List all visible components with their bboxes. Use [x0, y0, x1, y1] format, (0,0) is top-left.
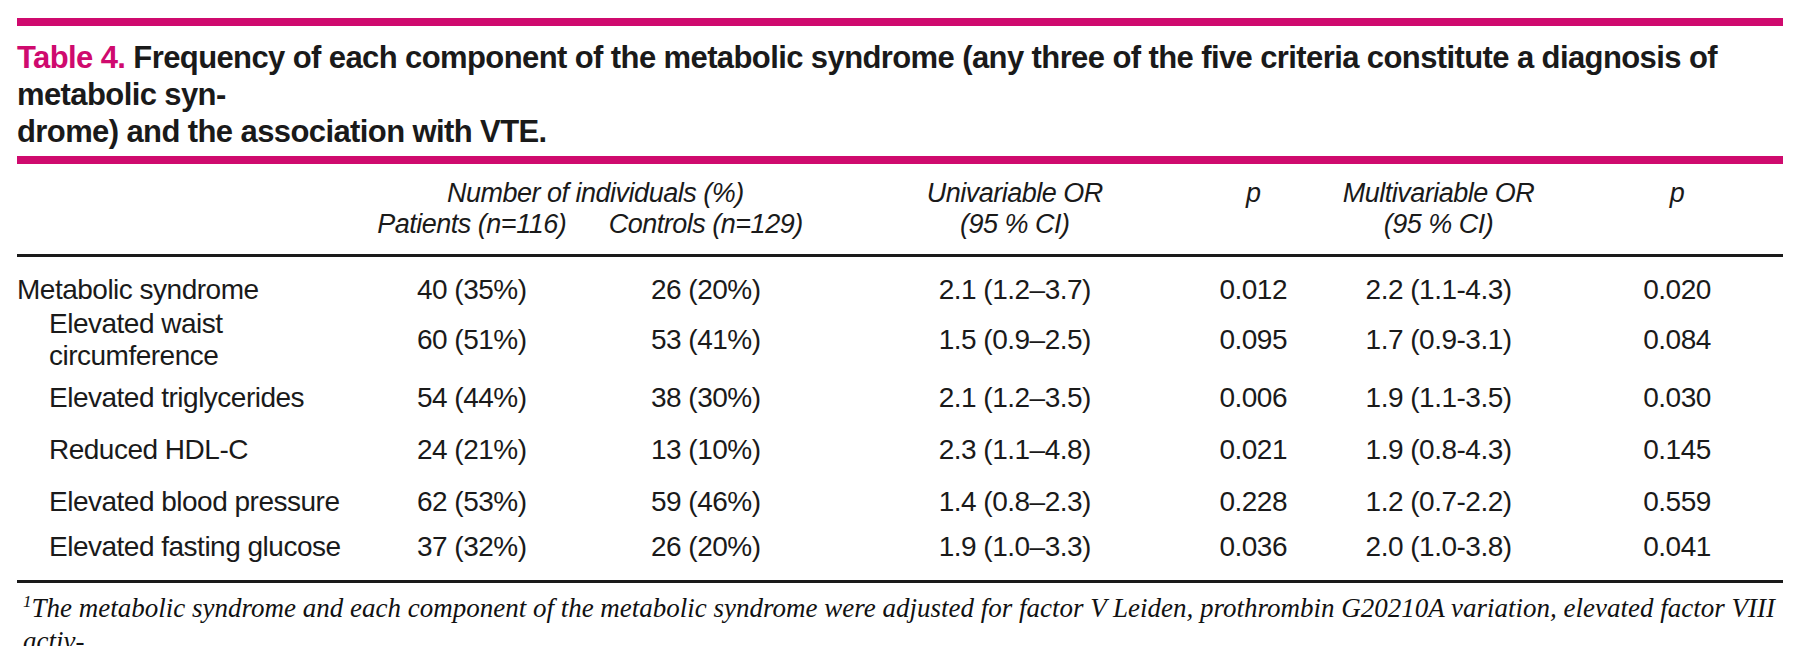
- metabolic-syndrome-table: Number of individuals (%) Univariable OR…: [17, 164, 1783, 580]
- cell-patients: 40 (35%): [361, 256, 582, 308]
- cell-controls: 59 (46%): [582, 476, 829, 528]
- header-row-sub: Patients (n=116) Controls (n=129) (95 % …: [17, 209, 1783, 256]
- table-row: Elevated triglycerides 54 (44%) 38 (30%)…: [17, 372, 1783, 424]
- footnote-marker: 1: [23, 592, 32, 611]
- row-label: Elevated fasting glucose: [17, 528, 361, 580]
- footnote-section: 1The metabolic syndrome and each compone…: [17, 580, 1783, 646]
- table-title: Table 4. Frequency of each component of …: [17, 39, 1783, 150]
- cell-p-multivariable: 0.041: [1571, 528, 1783, 580]
- cell-p-multivariable: 0.030: [1571, 372, 1783, 424]
- cell-multivariable-or: 1.9 (1.1-3.5): [1306, 372, 1571, 424]
- table-title-line2: drome) and the association with VTE.: [17, 114, 547, 149]
- cell-p-multivariable: 0.020: [1571, 256, 1783, 308]
- table-row: Elevated waist circumference 60 (51%) 53…: [17, 308, 1783, 372]
- header-univariable-ci: (95 % CI): [829, 209, 1200, 256]
- footnote-line1: The metabolic syndrome and each componen…: [23, 593, 1775, 646]
- cell-controls: 26 (20%): [582, 528, 829, 580]
- table-title-line1: Frequency of each component of the metab…: [17, 40, 1717, 112]
- header-univariable-or: Univariable OR: [829, 164, 1200, 209]
- cell-univariable-or: 1.9 (1.0–3.3): [829, 528, 1200, 580]
- row-label: Elevated waist circumference: [17, 308, 361, 372]
- row-label: Elevated triglycerides: [17, 372, 361, 424]
- cell-univariable-or: 1.5 (0.9–2.5): [829, 308, 1200, 372]
- cell-p-univariable: 0.012: [1200, 256, 1306, 308]
- cell-p-univariable: 0.006: [1200, 372, 1306, 424]
- cell-p-multivariable: 0.084: [1571, 308, 1783, 372]
- header-patients: Patients (n=116): [361, 209, 582, 256]
- header-p1: p: [1200, 164, 1306, 209]
- cell-p-univariable: 0.036: [1200, 528, 1306, 580]
- cell-controls: 53 (41%): [582, 308, 829, 372]
- cell-univariable-or: 2.1 (1.2–3.7): [829, 256, 1200, 308]
- cell-controls: 13 (10%): [582, 424, 829, 476]
- table-header: Number of individuals (%) Univariable OR…: [17, 164, 1783, 256]
- header-spacer: [1571, 209, 1783, 256]
- table-body: Metabolic syndrome 40 (35%) 26 (20%) 2.1…: [17, 256, 1783, 580]
- cell-patients: 24 (21%): [361, 424, 582, 476]
- paper-table-figure: Table 4. Frequency of each component of …: [0, 0, 1800, 646]
- row-label: Reduced HDL-C: [17, 424, 361, 476]
- cell-multivariable-or: 1.9 (0.8-4.3): [1306, 424, 1571, 476]
- table-row: Reduced HDL-C 24 (21%) 13 (10%) 2.3 (1.1…: [17, 424, 1783, 476]
- cell-univariable-or: 2.3 (1.1–4.8): [829, 424, 1200, 476]
- cell-p-univariable: 0.021: [1200, 424, 1306, 476]
- table-number-label: Table 4.: [17, 40, 125, 75]
- cell-controls: 38 (30%): [582, 372, 829, 424]
- cell-patients: 37 (32%): [361, 528, 582, 580]
- header-spacer: [17, 164, 361, 209]
- cell-patients: 54 (44%): [361, 372, 582, 424]
- header-p2: p: [1571, 164, 1783, 209]
- table-row: Elevated fasting glucose 37 (32%) 26 (20…: [17, 528, 1783, 580]
- header-multivariable-or: Multivariable OR: [1306, 164, 1571, 209]
- cell-univariable-or: 2.1 (1.2–3.5): [829, 372, 1200, 424]
- row-label: Metabolic syndrome: [17, 256, 361, 308]
- cell-multivariable-or: 2.2 (1.1-4.3): [1306, 256, 1571, 308]
- cell-p-univariable: 0.228: [1200, 476, 1306, 528]
- under-title-accent-rule: [17, 156, 1783, 164]
- top-accent-rule: [17, 18, 1783, 26]
- row-label: Elevated blood pressure: [17, 476, 361, 528]
- cell-controls: 26 (20%): [582, 256, 829, 308]
- cell-univariable-or: 1.4 (0.8–2.3): [829, 476, 1200, 528]
- cell-p-multivariable: 0.559: [1571, 476, 1783, 528]
- header-group-individuals: Number of individuals (%): [361, 164, 829, 209]
- table-row: Elevated blood pressure 62 (53%) 59 (46%…: [17, 476, 1783, 528]
- cell-multivariable-or: 2.0 (1.0-3.8): [1306, 528, 1571, 580]
- footnote-text: 1The metabolic syndrome and each compone…: [23, 592, 1783, 646]
- header-spacer: [1200, 209, 1306, 256]
- cell-multivariable-or: 1.2 (0.7-2.2): [1306, 476, 1571, 528]
- cell-patients: 62 (53%): [361, 476, 582, 528]
- cell-p-multivariable: 0.145: [1571, 424, 1783, 476]
- cell-multivariable-or: 1.7 (0.9-3.1): [1306, 308, 1571, 372]
- table-row: Metabolic syndrome 40 (35%) 26 (20%) 2.1…: [17, 256, 1783, 308]
- header-row-group: Number of individuals (%) Univariable OR…: [17, 164, 1783, 209]
- cell-p-univariable: 0.095: [1200, 308, 1306, 372]
- header-controls: Controls (n=129): [582, 209, 829, 256]
- header-multivariable-ci: (95 % CI): [1306, 209, 1571, 256]
- cell-patients: 60 (51%): [361, 308, 582, 372]
- header-spacer: [17, 209, 361, 256]
